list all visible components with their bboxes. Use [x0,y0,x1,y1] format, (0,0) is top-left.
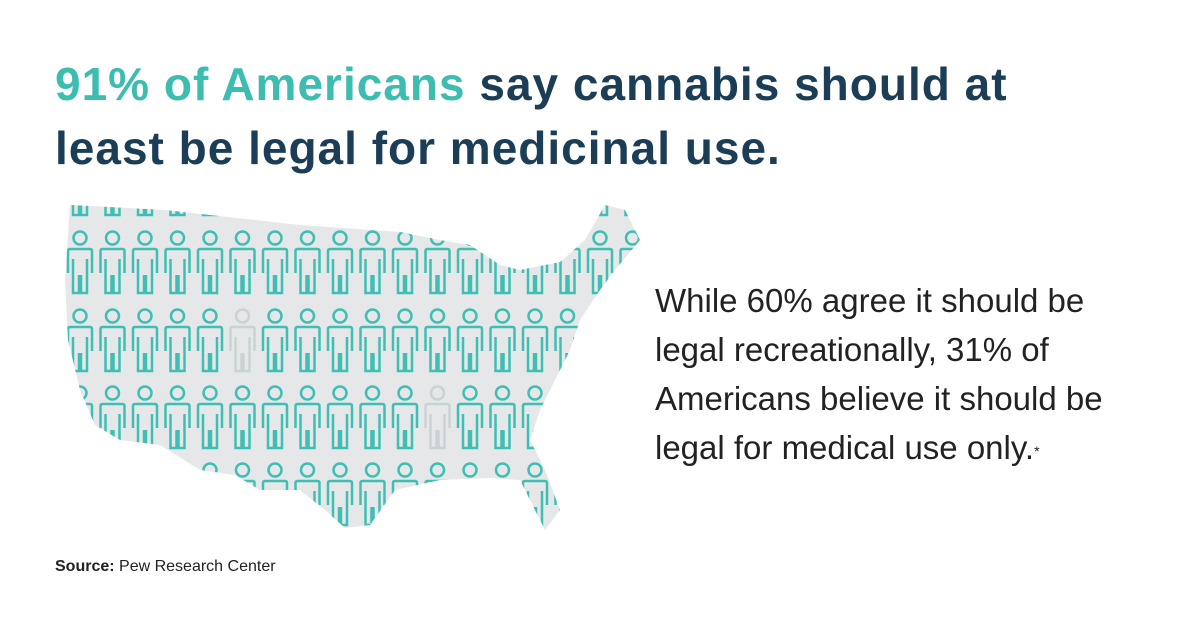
source-text: Pew Research Center [119,558,276,575]
person-icon [164,230,191,295]
footnote-marker: * [1034,443,1040,459]
person-icon [66,308,94,373]
person-icon [229,308,256,373]
person-icon [261,230,289,295]
body-line: Americans believe it should be [655,380,1103,417]
body-line: While 60% agree it should be [655,282,1085,319]
person-icon [164,308,191,373]
person-icon [99,230,126,295]
person-icon [261,308,289,373]
person-icon [326,308,354,373]
person-icon [326,230,354,295]
person-icon [196,308,224,373]
person-icon [131,462,159,527]
source: Source: Pew Research Center [55,558,276,576]
body-text: While 60% agree it should be legal recre… [655,276,1103,472]
headline: 91% of Americans say cannabis should at … [55,52,1008,180]
person-icon [359,230,386,295]
person-icon [489,308,516,373]
person-icon [554,462,581,527]
person-icon [521,308,549,373]
person-icon [294,308,321,373]
person-icon [619,385,640,450]
person-icon [619,462,640,527]
person-icon [66,205,94,217]
person-icon [294,230,321,295]
person-icon [489,385,516,450]
person-icon [196,385,224,450]
person-icon [424,385,451,450]
person-icon [261,385,289,450]
person-icon [391,308,419,373]
headline-text: say cannabis should at [479,58,1008,110]
person-icon [229,230,256,295]
person-icon [456,385,484,450]
headline-highlight: 91% of Americans [55,58,466,110]
body-line: legal recreationally, 31% of [655,331,1049,368]
person-icon [456,308,484,373]
person-icon [99,308,126,373]
person-icon [99,462,126,527]
person-icon [586,308,614,373]
person-icon [196,462,224,527]
person-icon [196,230,224,295]
person-icon [554,385,581,450]
person-icon [229,385,256,450]
body-line: legal for medical use only.* [655,423,1103,472]
person-icon [164,462,191,527]
person-icon [586,462,614,527]
person-icon [164,385,191,450]
person-icon [586,385,614,450]
person-icon [359,385,386,450]
person-icon [424,308,451,373]
person-icon [66,462,94,527]
us-map-illustration [65,205,640,530]
person-icon [359,308,386,373]
person-icon [326,385,354,450]
person-icon [294,385,321,450]
person-icon [131,230,159,295]
source-label: Source: [55,558,115,575]
headline-line: least be legal for medicinal use. [55,122,781,174]
person-icon [131,308,159,373]
person-icon [66,230,94,295]
person-icon [391,385,419,450]
person-icon [586,230,614,295]
headline-line: 91% of Americans say cannabis should at [55,52,1008,116]
person-icon [619,308,640,373]
body-line-text: legal for medical use only. [655,429,1035,466]
